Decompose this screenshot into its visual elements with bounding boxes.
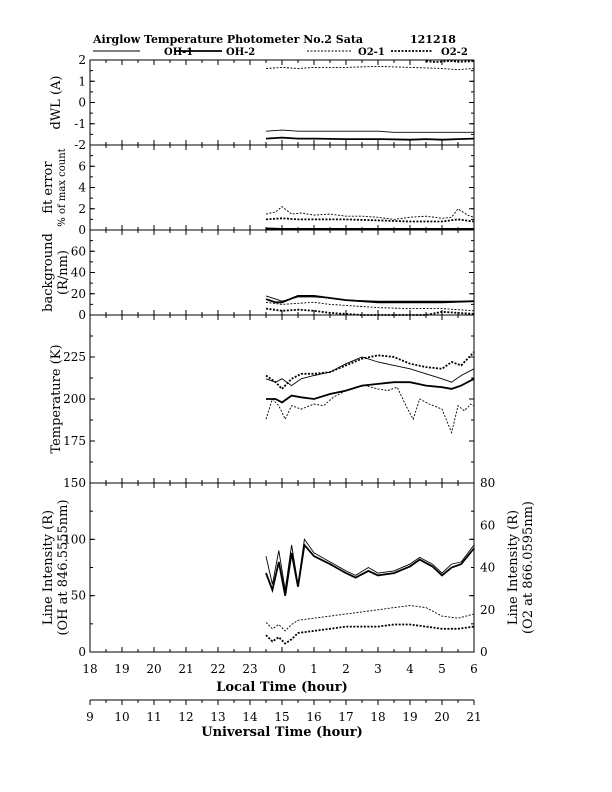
series-oh-1-line bbox=[265, 538, 475, 591]
y-axis-label: fit error bbox=[41, 161, 56, 214]
series-oh-1-line bbox=[265, 129, 474, 133]
x-tick-label-ut: 19 bbox=[402, 710, 417, 724]
y-tick-label: 150 bbox=[63, 476, 86, 490]
y-tick-label: 4 bbox=[78, 181, 86, 195]
y2-tick-label: 40 bbox=[480, 561, 495, 575]
y-axis-label: background bbox=[41, 233, 56, 312]
series-o2-2-line bbox=[265, 217, 475, 223]
y-tick-label: 175 bbox=[63, 434, 86, 448]
y-tick-label: 1 bbox=[78, 74, 86, 88]
y-axis-label: Line Intensity (R) bbox=[41, 510, 56, 625]
x-tick-label-ut: 9 bbox=[86, 710, 94, 724]
y2-tick-label: 60 bbox=[480, 518, 495, 532]
y-tick-label: 0 bbox=[78, 645, 86, 659]
series-o2-1-line bbox=[265, 206, 475, 220]
series-oh-1-line bbox=[265, 356, 475, 387]
x-tick-label-local: 1 bbox=[310, 662, 318, 676]
legend-label-o2-1: O2-1 bbox=[358, 47, 385, 58]
y-axis-label: dWL (A) bbox=[49, 76, 64, 130]
legend: OH-1 OH-2 O2-1 O2-2 bbox=[93, 47, 468, 58]
chart-panels: -2 -1 0 1 2 dWL (A) 0 2 4 6 fit error% of max coun… bbox=[41, 53, 536, 659]
y2-tick-label: 0 bbox=[480, 645, 488, 659]
y-tick-label: -2 bbox=[74, 138, 86, 152]
x-tick-label-ut: 17 bbox=[338, 710, 353, 724]
chart-date-label: 121218 bbox=[410, 33, 456, 46]
x-tick-label-local: 20 bbox=[146, 662, 161, 676]
x-tick-label-local: 2 bbox=[342, 662, 350, 676]
x-tick-label-local: 0 bbox=[278, 662, 286, 676]
panel-background: 0 20 40 60 background (R/nm) bbox=[41, 229, 475, 322]
y-tick-label: 0 bbox=[78, 223, 86, 237]
x-tick-label-ut: 11 bbox=[146, 710, 161, 724]
series-oh-2-line bbox=[265, 294, 475, 304]
chart-title: Airglow Temperature Photometer No.2 Sata bbox=[92, 33, 363, 46]
y-tick-label: 200 bbox=[63, 392, 86, 406]
y2-tick-label: 80 bbox=[480, 476, 495, 490]
x-tick-label-ut: 20 bbox=[434, 710, 449, 724]
y-tick-label: 50 bbox=[71, 589, 86, 603]
series-o2-2-line bbox=[265, 623, 475, 645]
series-oh-2-line bbox=[265, 542, 475, 596]
x-tick-label-local: 22 bbox=[210, 662, 225, 676]
panel-dwl: -2 -1 0 1 2 dWL (A) bbox=[49, 53, 475, 152]
series-o2-2-line bbox=[265, 307, 475, 316]
y-tick-label: 2 bbox=[78, 202, 86, 216]
x-tick-label-ut: 15 bbox=[274, 710, 289, 724]
y-tick-label: 100 bbox=[63, 532, 86, 546]
series-o2-2-line bbox=[425, 60, 475, 64]
x-axis-label-ut: Universal Time (hour) bbox=[201, 725, 363, 740]
legend-label-oh-1: OH-1 bbox=[164, 47, 193, 58]
y-tick-label: 20 bbox=[71, 287, 86, 301]
series-o2-1-line bbox=[265, 605, 475, 632]
panel-fit_error: 0 2 4 6 fit error% of max count bbox=[41, 144, 475, 237]
x-axis-label-local: Local Time (hour) bbox=[216, 680, 348, 695]
x-tick-label-local: 3 bbox=[374, 662, 382, 676]
legend-label-oh-2: OH-2 bbox=[226, 47, 255, 58]
y-tick-label: 2 bbox=[78, 53, 86, 67]
x-tick-label-ut: 10 bbox=[114, 710, 129, 724]
series-o2-1-line bbox=[265, 301, 475, 312]
y-tick-label: 0 bbox=[78, 96, 86, 110]
y-tick-label: 0 bbox=[78, 308, 86, 322]
y2-tick-label: 20 bbox=[480, 603, 495, 617]
series-oh-2-line bbox=[265, 136, 475, 141]
y-tick-label: -1 bbox=[74, 117, 86, 131]
legend-label-o2-2: O2-2 bbox=[441, 47, 468, 58]
x-tick-label-local: 5 bbox=[438, 662, 446, 676]
x-tick-label-local: 18 bbox=[82, 662, 97, 676]
y-axis-label: Temperature (K) bbox=[49, 344, 64, 453]
y-axis-label-line2: % of max count bbox=[57, 148, 68, 226]
panel-frame bbox=[89, 314, 475, 484]
x-tick-label-local: 4 bbox=[406, 662, 414, 676]
series-o2-1-line bbox=[265, 385, 475, 435]
y-axis-label-line2: (OH at 846.5555nm) bbox=[56, 499, 71, 635]
y-tick-label: 40 bbox=[71, 266, 86, 280]
x-tick-label-local: 21 bbox=[178, 662, 193, 676]
y2-axis-label-line2: (O2 at 866.0595nm) bbox=[521, 501, 536, 634]
x-tick-label-local: 23 bbox=[242, 662, 257, 676]
y2-axis-label: Line Intensity (R) bbox=[506, 510, 521, 625]
x-tick-label-ut: 21 bbox=[466, 710, 481, 724]
x-tick-label-ut: 14 bbox=[242, 710, 258, 724]
y-tick-label: 60 bbox=[71, 244, 86, 258]
series-o2-1-line bbox=[265, 65, 475, 71]
x-tick-label-local: 6 bbox=[470, 662, 478, 676]
series-o2-2-line bbox=[265, 351, 475, 391]
x-tick-label-local: 19 bbox=[114, 662, 129, 676]
series-oh-2-line bbox=[266, 378, 475, 404]
x-tick-label-ut: 12 bbox=[178, 710, 193, 724]
x-tick-label-ut: 16 bbox=[306, 710, 321, 724]
x-tick-label-ut: 18 bbox=[370, 710, 385, 724]
y-tick-label: 6 bbox=[78, 159, 86, 173]
y-tick-label: 225 bbox=[63, 350, 86, 364]
y-axis-label-line2: (R/nm) bbox=[56, 250, 71, 295]
x-tick-label-ut: 13 bbox=[210, 710, 225, 724]
